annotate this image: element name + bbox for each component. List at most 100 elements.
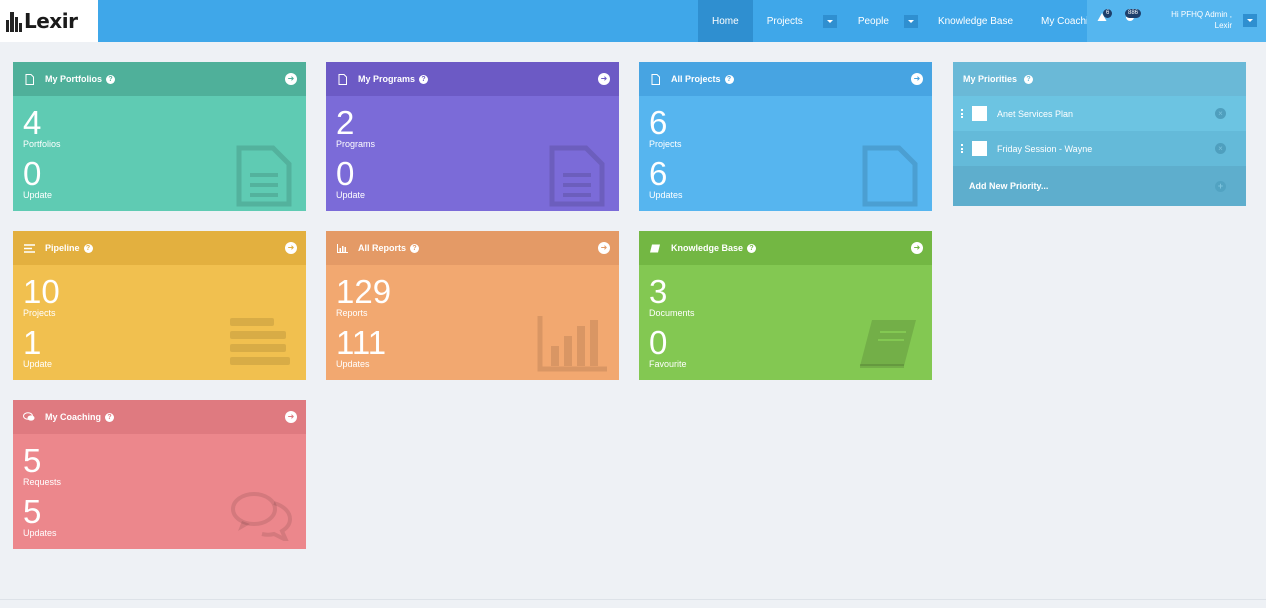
primary-label: Requests (23, 477, 62, 487)
arrow-right-icon[interactable] (911, 73, 923, 85)
primary-label: Reports (336, 308, 368, 318)
tile-my-portfolios: My Portfolios ? 4 Portfolios 0 Update (13, 62, 306, 211)
nav-people[interactable]: People (845, 0, 889, 42)
book-icon (860, 320, 916, 368)
priority-item[interactable]: Anet Services Plan × (953, 96, 1246, 131)
brand-logo[interactable]: Lexir (0, 0, 98, 42)
tile-title: All Projects (671, 74, 721, 84)
help-icon[interactable]: ? (106, 74, 116, 84)
arrow-right-icon[interactable] (598, 242, 610, 254)
file-icon (862, 145, 918, 207)
secondary-value: 0 (649, 324, 668, 361)
nav-people-label: People (857, 15, 889, 27)
secondary-value: 0 (23, 155, 42, 192)
arrow-right-icon[interactable] (285, 73, 297, 85)
secondary-value: 5 (23, 493, 42, 530)
secondary-value: 0 (336, 155, 355, 192)
tile-header[interactable]: Pipeline ? (13, 231, 306, 265)
my-priorities-panel: My Priorities ? Anet Services Plan × Fri… (953, 62, 1246, 206)
nav-my-coaching[interactable]: My Coaching (1027, 0, 1113, 42)
drag-handle-icon[interactable] (961, 109, 963, 118)
close-icon[interactable]: × (1215, 108, 1226, 119)
tile-header[interactable]: All Projects ? (639, 62, 932, 96)
people-dropdown-toggle[interactable] (903, 14, 918, 28)
lines-icon (230, 318, 290, 365)
help-icon[interactable]: ? (83, 243, 93, 253)
primary-label: Programs (336, 139, 376, 149)
primary-label: Portfolios (23, 139, 61, 149)
tile-header[interactable]: My Programs ? (326, 62, 619, 96)
add-priority-input[interactable]: Add New Priority... + (953, 166, 1246, 206)
primary-label: Projects (649, 139, 682, 149)
footer-divider (0, 599, 1266, 600)
top-navbar: Lexir Home Projects People Knowledge Bas… (0, 0, 1266, 42)
arrow-right-icon[interactable] (285, 411, 297, 423)
drag-handle-icon[interactable] (961, 144, 963, 153)
messages-button[interactable]: 886 (1125, 9, 1142, 25)
help-icon[interactable]: ? (1024, 74, 1034, 84)
tile-header[interactable]: My Portfolios ? (13, 62, 306, 96)
secondary-label: Updates (23, 528, 57, 538)
document-icon (23, 73, 35, 85)
nav-projects[interactable]: Projects (753, 0, 803, 42)
document-icon (549, 145, 605, 207)
tile-my-coaching: My Coaching ? 5 Requests 5 Updates (13, 400, 306, 549)
buildings-icon (6, 10, 23, 32)
nav-knowledge-base[interactable]: Knowledge Base (924, 0, 1027, 42)
help-icon[interactable]: ? (419, 74, 429, 84)
arrow-right-icon[interactable] (598, 73, 610, 85)
user-greeting-line1: Hi PFHQ Admin , (1171, 10, 1232, 19)
primary-value: 2 (336, 104, 355, 141)
help-icon[interactable]: ? (105, 412, 115, 422)
tile-all-reports: All Reports ? 129 Reports 111 Updates (326, 231, 619, 380)
plus-icon[interactable]: + (1215, 180, 1226, 192)
primary-value: 129 (336, 273, 392, 310)
priority-checkbox[interactable] (972, 141, 987, 156)
warning-icon (1097, 13, 1107, 21)
nav-knowledge-base-label: Knowledge Base (937, 15, 1014, 27)
user-greeting[interactable]: Hi PFHQ Admin , Lexir (1150, 9, 1232, 31)
comments-icon (231, 492, 292, 541)
arrow-right-icon[interactable] (285, 242, 297, 254)
bar-chart-icon (336, 242, 348, 254)
primary-value: 5 (23, 442, 42, 479)
comments-icon (23, 411, 35, 423)
secondary-label: Update (336, 190, 366, 200)
nav-home[interactable]: Home (698, 0, 753, 42)
tile-header[interactable]: My Coaching ? (13, 400, 306, 434)
priority-item[interactable]: Friday Session - Wayne × (953, 131, 1246, 166)
help-icon[interactable]: ? (747, 243, 757, 253)
secondary-label: Update (23, 359, 53, 369)
priorities-title: My Priorities (963, 74, 1018, 84)
priority-label: Anet Services Plan (997, 108, 1074, 119)
primary-label: Projects (23, 308, 56, 318)
user-greeting-line2: Lexir (1214, 21, 1232, 30)
lines-icon (23, 242, 35, 254)
user-menu-toggle[interactable] (1243, 14, 1257, 27)
tile-title: My Coaching (45, 412, 102, 422)
help-icon[interactable]: ? (410, 243, 420, 253)
document-icon (336, 73, 348, 85)
help-icon[interactable]: ? (724, 74, 734, 84)
secondary-value: 111 (336, 324, 387, 361)
priority-label: Friday Session - Wayne (997, 143, 1093, 154)
brand-name: Lexir (24, 9, 78, 33)
priorities-header: My Priorities ? (953, 62, 1246, 96)
secondary-value: 6 (649, 155, 668, 192)
tile-header[interactable]: All Reports ? (326, 231, 619, 265)
alerts-badge: 6 (1103, 9, 1113, 18)
tile-pipeline: Pipeline ? 10 Projects 1 Update (13, 231, 306, 380)
document-icon (236, 145, 292, 207)
nav-projects-label: Projects (766, 15, 803, 27)
messages-badge: 886 (1125, 9, 1142, 18)
arrow-right-icon[interactable] (911, 242, 923, 254)
nav-home-label: Home (712, 15, 739, 27)
priority-checkbox[interactable] (972, 106, 987, 121)
projects-dropdown-toggle[interactable] (822, 14, 837, 28)
secondary-label: Updates (336, 359, 370, 369)
alerts-button[interactable]: 6 (1097, 9, 1113, 25)
tile-header[interactable]: Knowledge Base ? (639, 231, 932, 265)
primary-label: Documents (649, 308, 695, 318)
tile-title: My Portfolios (45, 74, 103, 84)
close-icon[interactable]: × (1215, 143, 1226, 154)
